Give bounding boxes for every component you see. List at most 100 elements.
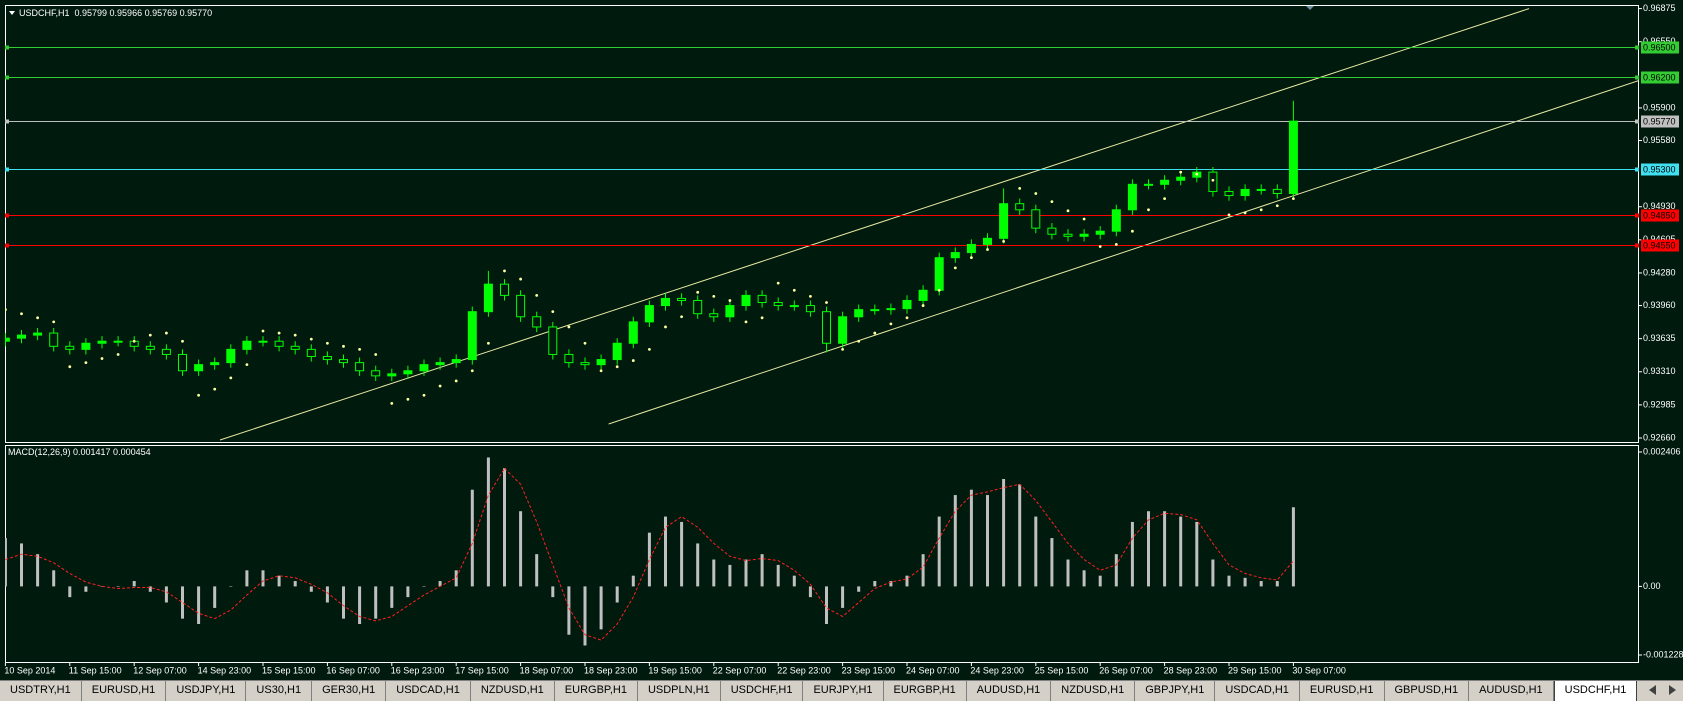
macd-histogram-bar [213,586,217,608]
symbol-tab[interactable]: NZDUSD,H1 [471,681,555,701]
macd-histogram-bar [825,586,828,624]
x-tick-label: 14 Sep 23:00 [198,665,252,675]
level-marker-left [5,167,9,172]
macd-histogram-bar [1114,554,1118,587]
candle-body [580,362,590,366]
x-tick-label: 25 Sep 15:00 [1035,665,1089,675]
candle-body [33,332,43,336]
macd-histogram-bar [1147,511,1150,587]
parabolic-sar-dot [744,320,748,324]
parabolic-sar-dot [825,301,828,304]
macd-histogram-bar [583,586,587,646]
candle-body [902,299,912,310]
y-tick-label: 0.00 [1643,581,1661,591]
x-tick-label: 18 Sep 07:00 [520,665,574,675]
symbol-tab[interactable]: AUDUSD,H1 [967,681,1052,701]
candle-body [49,332,59,347]
parabolic-sar-dot [213,387,217,391]
candle-body [483,283,493,313]
symbol-tab[interactable]: EURGBP,H1 [555,681,638,701]
candle-body [161,348,171,355]
candle-body [709,313,719,318]
candle-body [306,348,316,358]
symbol-tab[interactable]: GBPUSD,H1 [1385,681,1470,701]
candle-body [1047,227,1057,235]
symbol-tab[interactable]: EURJPY,H1 [803,681,884,701]
macd-histogram-bar [1066,559,1070,587]
x-tick-label: 12 Sep 07:00 [133,665,187,675]
macd-histogram-bar [164,586,168,603]
level-marker-left [5,213,9,218]
trend-line-upper [219,8,1530,441]
price-label-box [1641,163,1679,176]
candle-body [467,311,477,361]
candle-body [1288,120,1298,195]
y-tick-label: 0.94280 [1643,267,1676,277]
price-label: 0.96500 [1643,42,1676,52]
x-tick-label: 23 Sep 15:00 [842,665,896,675]
candle-body [918,289,928,301]
trend-line-lower [608,80,1639,425]
candle-body [644,305,654,323]
y-tick-label: 0.96550 [1643,36,1676,46]
shift-marker [1306,6,1314,10]
macd-histogram-bar [760,554,764,587]
candle-body [371,370,381,377]
candle-body [1127,183,1137,211]
candle-body [419,364,429,372]
symbol-tab[interactable]: GBPJPY,H1 [1135,681,1216,701]
parabolic-sar-dot [406,397,410,401]
symbol-tab[interactable]: GER30,H1 [312,681,387,701]
parabolic-sar-dot [664,325,667,329]
x-tick-label: 17 Sep 15:00 [455,665,509,675]
symbol-tab[interactable]: USDPLN,H1 [638,681,721,701]
parabolic-sar-dot [1034,192,1038,195]
terminal-chart-window: 0.96875 0.96550 0.95900 0.95580 0.94930 0.946… [0,0,1683,680]
parabolic-sar-dot [1195,172,1199,176]
y-tick-label: -0.001228 [1643,649,1683,659]
parabolic-sar-dot [358,347,361,351]
candle-body [1015,203,1025,211]
symbol-tab[interactable]: USDCHF,H1 [721,681,804,701]
level-marker-right [1635,75,1639,80]
tab-scroll-left[interactable] [1649,685,1656,695]
macd-histogram-bar [52,570,56,587]
macd-histogram-bar [390,586,394,608]
price-label: 0.94850 [1643,210,1676,220]
symbol-tab[interactable]: NZDUSD,H1 [1051,681,1136,701]
macd-histogram-bar [647,532,651,587]
parabolic-sar-dot [599,369,603,373]
symbol-tab[interactable]: US30,H1 [246,681,313,701]
macd-histogram-bar [921,554,925,587]
macd-histogram-bar [631,575,635,587]
price-label-box [1641,41,1679,54]
parabolic-sar-dot [1275,204,1279,208]
parabolic-sar-dot [390,401,394,405]
macd-histogram-bar [1002,478,1006,587]
macd-histogram-bar [181,586,184,619]
macd-histogram-bar [712,559,716,587]
candle-body [822,311,831,344]
level-marker-right [1635,213,1639,218]
y-tick-label: 0.92985 [1643,399,1676,409]
symbol-tab[interactable]: USDCHF,H1 [1553,681,1638,701]
candle-body [210,362,220,366]
symbol-tab[interactable]: EURUSD,H1 [82,681,167,701]
candle-body [966,243,976,254]
symbol-tab[interactable]: USDTRY,H1 [0,681,82,701]
tab-scroll-right[interactable] [1669,685,1676,695]
symbol-tab[interactable]: EURGBP,H1 [884,681,967,701]
symbol-tab[interactable]: USDCAD,H1 [386,681,471,701]
macd-histogram-bar [132,581,136,587]
y-tick-label: 0.93960 [1643,300,1676,310]
parabolic-sar-dot [20,312,23,316]
symbol-tab[interactable]: USDJPY,H1 [166,681,247,701]
level-marker-right [1635,45,1639,50]
symbol-tab[interactable]: USDCAD,H1 [1215,681,1300,701]
symbol-tab[interactable]: EURUSD,H1 [1300,681,1385,701]
level-marker-right [1635,167,1639,172]
macd-histogram-bar [1179,516,1183,587]
x-tick-label: 28 Sep 23:00 [1164,665,1218,675]
symbol-tab[interactable]: AUDUSD,H1 [1469,681,1554,701]
